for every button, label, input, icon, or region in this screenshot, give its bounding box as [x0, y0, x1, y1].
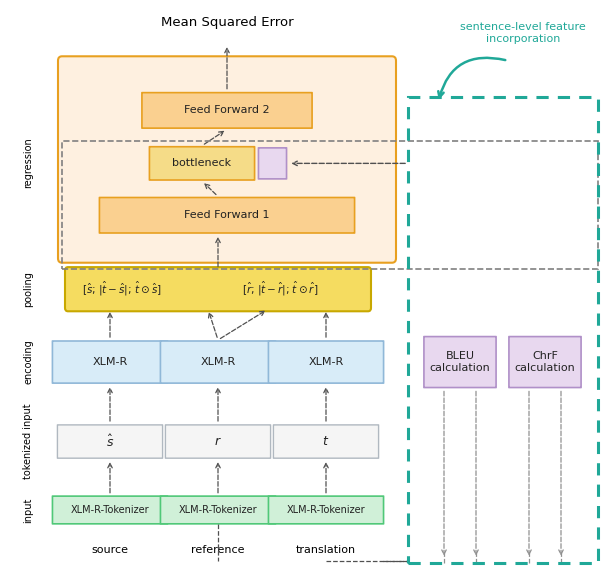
FancyBboxPatch shape	[52, 496, 168, 524]
Text: $t$: $t$	[322, 435, 329, 448]
Text: BLEU
calculation: BLEU calculation	[429, 351, 490, 373]
Text: input: input	[23, 497, 33, 523]
FancyBboxPatch shape	[424, 336, 496, 387]
FancyBboxPatch shape	[160, 341, 276, 383]
FancyBboxPatch shape	[142, 92, 312, 128]
FancyBboxPatch shape	[58, 56, 396, 263]
Text: source: source	[92, 545, 129, 554]
Text: encoding: encoding	[23, 340, 33, 385]
Text: [$\hat{r}$; $|\hat{t}-\hat{r}|$; $\hat{t}\odot\hat{r}$]: [$\hat{r}$; $|\hat{t}-\hat{r}|$; $\hat{t…	[242, 280, 318, 298]
Text: pooling: pooling	[23, 272, 33, 307]
Text: ChrF
calculation: ChrF calculation	[515, 351, 575, 373]
FancyBboxPatch shape	[57, 425, 163, 458]
FancyBboxPatch shape	[149, 147, 254, 180]
FancyBboxPatch shape	[65, 267, 371, 311]
Text: XLM-R: XLM-R	[200, 357, 235, 367]
Text: Feed Forward 2: Feed Forward 2	[184, 106, 270, 115]
Text: XLM-R: XLM-R	[309, 357, 343, 367]
FancyBboxPatch shape	[52, 341, 168, 383]
Text: XLM-R-Tokenizer: XLM-R-Tokenizer	[71, 505, 149, 515]
Text: bottleneck: bottleneck	[173, 158, 232, 168]
Text: sentence-level feature
incorporation: sentence-level feature incorporation	[460, 22, 586, 44]
FancyBboxPatch shape	[165, 425, 271, 458]
Text: regression: regression	[23, 137, 33, 188]
Text: XLM-R-Tokenizer: XLM-R-Tokenizer	[287, 505, 365, 515]
Text: XLM-R: XLM-R	[92, 357, 127, 367]
Text: $r$: $r$	[214, 435, 222, 448]
Text: tokenized input: tokenized input	[23, 404, 33, 479]
FancyBboxPatch shape	[509, 336, 581, 387]
FancyBboxPatch shape	[268, 341, 384, 383]
Text: Mean Squared Error: Mean Squared Error	[160, 15, 293, 29]
Text: [$\hat{s}$; $|\hat{t}-\hat{s}|$; $\hat{t}\odot\hat{s}$]: [$\hat{s}$; $|\hat{t}-\hat{s}|$; $\hat{t…	[82, 280, 162, 298]
Text: reference: reference	[192, 545, 245, 554]
FancyBboxPatch shape	[259, 148, 287, 179]
Text: translation: translation	[296, 545, 356, 554]
FancyBboxPatch shape	[160, 496, 276, 524]
FancyBboxPatch shape	[268, 496, 384, 524]
Text: Feed Forward 1: Feed Forward 1	[184, 210, 270, 220]
FancyBboxPatch shape	[99, 197, 354, 233]
FancyBboxPatch shape	[273, 425, 379, 458]
Text: XLM-R-Tokenizer: XLM-R-Tokenizer	[179, 505, 257, 515]
Text: $\hat{s}$: $\hat{s}$	[106, 433, 114, 449]
